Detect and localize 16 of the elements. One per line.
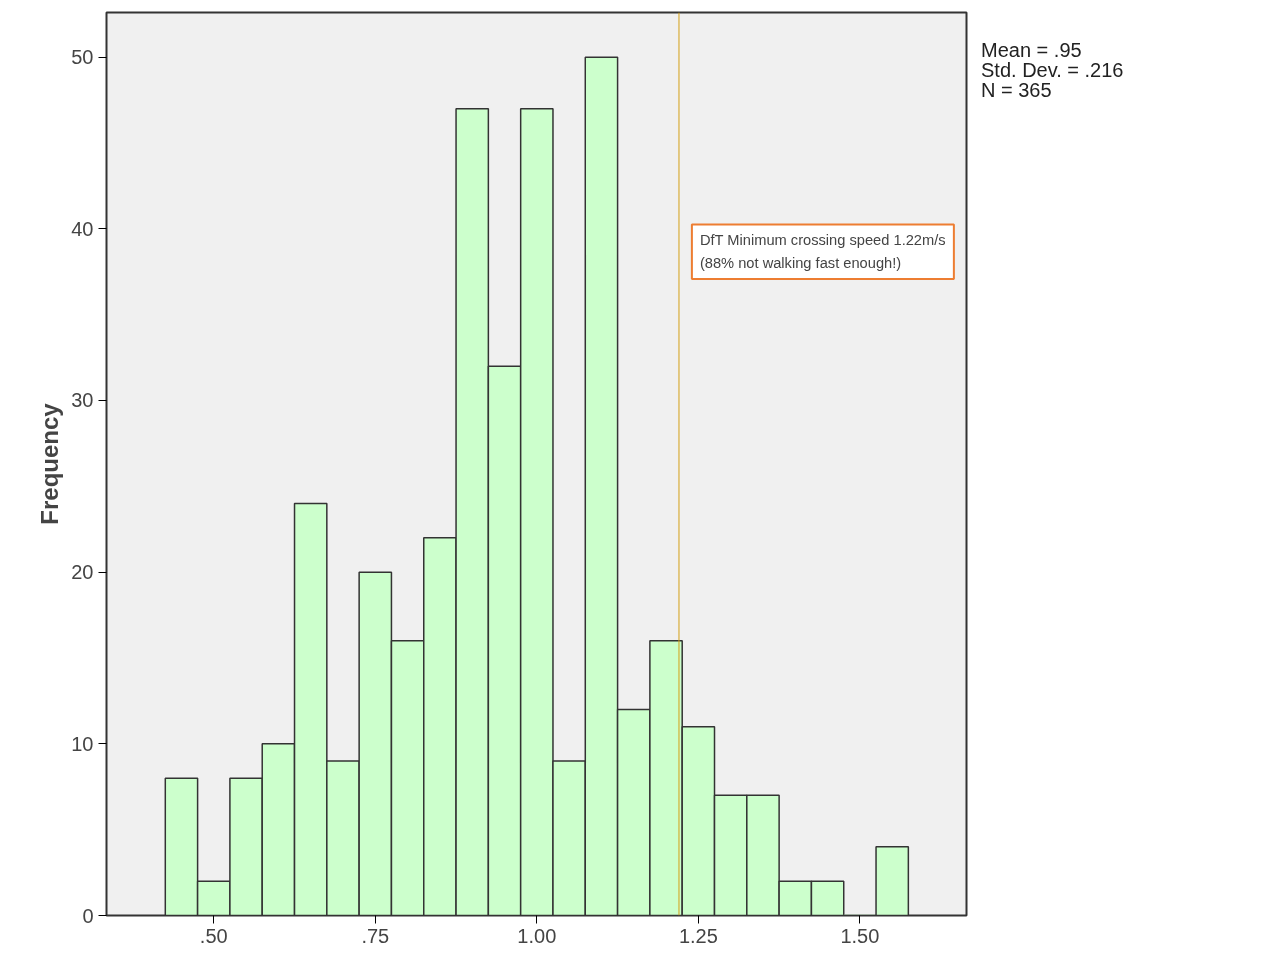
y-tick-label: 50	[71, 46, 94, 69]
y-tick-label: 10	[71, 732, 94, 755]
text: Std. Dev. = .216	[981, 59, 1124, 81]
y-tick-label: 0	[82, 904, 94, 927]
x-tick-label: 1.25	[678, 924, 718, 947]
x-tick-label: 1.00	[517, 924, 557, 947]
y-axis-title: Frequency	[36, 402, 64, 525]
y-tick-label: 40	[71, 217, 94, 240]
x-tick-label: .75	[361, 924, 390, 947]
text: Mean = .95	[981, 39, 1082, 61]
text: N = 365	[981, 79, 1052, 101]
x-tick-label: 1.50	[840, 924, 880, 947]
ref-line-label: DfT Minimum crossing speed 1.22m/s (88% not walking fast enough!)	[699, 232, 946, 271]
x-tick-label: .50	[199, 924, 228, 947]
y-tick-label: 20	[71, 561, 94, 584]
y-tick-label: 30	[71, 389, 94, 412]
